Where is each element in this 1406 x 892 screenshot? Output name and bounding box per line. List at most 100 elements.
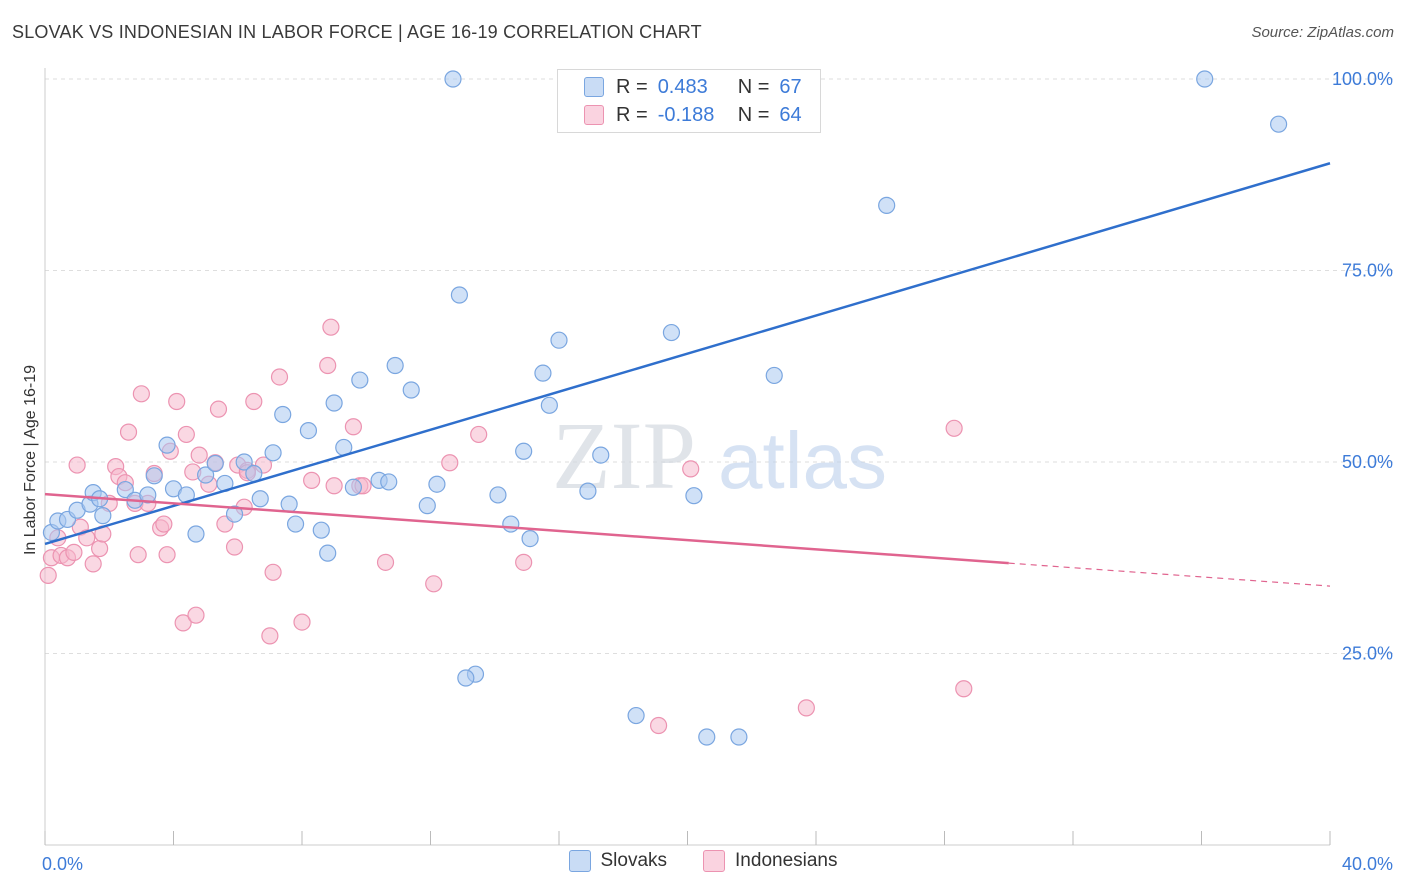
- slovak-point: [730, 728, 748, 746]
- slovak-point: [878, 196, 896, 214]
- slovak-point: [94, 507, 112, 525]
- chart-title: SLOVAK VS INDONESIAN IN LABOR FORCE | AG…: [12, 22, 702, 42]
- slovak-point: [386, 356, 404, 375]
- slovak-point: [765, 366, 783, 385]
- legend-r-value: 0.483: [657, 75, 708, 98]
- slovak-point: [444, 70, 462, 88]
- slovak-point: [402, 381, 420, 399]
- legend-row-indonesians: R = -0.188 N = 64: [584, 101, 802, 129]
- indonesian-point: [325, 477, 343, 495]
- indonesian-point: [319, 356, 337, 375]
- legend-item-slovaks[interactable]: Slovaks: [568, 850, 667, 872]
- indonesian-point: [190, 446, 208, 464]
- slovak-point: [235, 453, 253, 471]
- slovak-point: [685, 487, 703, 505]
- indonesian-point: [945, 419, 963, 437]
- legend-n-value: 64: [779, 103, 802, 126]
- legend-swatch-slovaks: [568, 850, 591, 872]
- legend-r-label: R =: [616, 103, 648, 126]
- slovak-point: [627, 706, 645, 725]
- slovak-point: [206, 454, 224, 473]
- indonesian-point: [441, 454, 459, 472]
- x-tick-label: 40.0%: [1342, 854, 1393, 874]
- indonesian-point: [303, 471, 321, 489]
- correlation-legend: R = 0.483 N = 67 R = -0.188 N = 64: [557, 69, 821, 133]
- indonesian-point: [515, 553, 533, 571]
- indonesian-point: [376, 553, 395, 571]
- slovak-point: [245, 464, 263, 483]
- legend-n-value: 67: [779, 75, 802, 98]
- slovak-point: [1196, 70, 1214, 88]
- indonesian-point: [65, 543, 83, 561]
- slovak-trend-line: [44, 162, 1331, 546]
- slovak-point: [450, 286, 469, 304]
- indonesian-point: [129, 546, 147, 564]
- legend-n-label: N =: [737, 75, 770, 98]
- legend-row-slovaks: R = 0.483 N = 67: [584, 73, 802, 101]
- slovak-point: [540, 396, 558, 414]
- legend-swatch-indonesians: [703, 850, 726, 872]
- slovak-point: [380, 473, 398, 491]
- slovak-point: [550, 331, 568, 349]
- slovak-point: [534, 364, 552, 382]
- indonesian-point: [293, 613, 311, 631]
- y-axis-label: In Labor Force | Age 16-19: [22, 365, 39, 555]
- slovak-point: [225, 505, 244, 523]
- slovak-point: [139, 486, 157, 504]
- x-tick-label: 0.0%: [42, 854, 83, 874]
- slovak-point: [521, 529, 539, 548]
- legend-label-indonesians: Indonesians: [735, 850, 838, 871]
- indonesian-point: [682, 460, 700, 478]
- slovak-point: [187, 525, 205, 543]
- tick-labels: 25.0% 50.0% 75.0% 100.0% 0.0% 40.0%: [42, 69, 1393, 874]
- legend-r-label: R =: [616, 75, 648, 98]
- slovak-point: [489, 486, 507, 504]
- indonesian-point: [209, 400, 228, 418]
- slovak-point: [264, 444, 282, 462]
- slovak-point: [286, 515, 305, 533]
- indonesian-point: [168, 392, 186, 411]
- indonesian-point: [264, 563, 282, 581]
- trend-lines: [44, 162, 1331, 587]
- slovak-point: [418, 497, 436, 515]
- slovak-point: [515, 442, 533, 460]
- legend-r-value: -0.188: [657, 103, 715, 126]
- watermark: ZIP atlas: [552, 402, 887, 509]
- indonesian-point: [91, 539, 109, 558]
- legend-item-indonesians[interactable]: Indonesians: [703, 850, 838, 872]
- indonesian-trend-line: [44, 492, 1009, 565]
- indonesian-point: [261, 627, 279, 645]
- slovak-point: [325, 394, 343, 412]
- watermark-atlas: atlas: [718, 416, 887, 505]
- slovak-point: [502, 515, 520, 533]
- slovak-point: [344, 478, 362, 496]
- slovak-point: [579, 482, 597, 500]
- source-label: Source: ZipAtlas.com: [1251, 24, 1394, 41]
- indonesian-point: [119, 423, 138, 441]
- slovak-point: [1269, 115, 1288, 133]
- slovak-point: [662, 323, 681, 342]
- indonesian-point: [322, 318, 340, 336]
- slovak-point: [274, 405, 292, 424]
- slovak-point: [312, 521, 330, 539]
- slovak-point: [457, 669, 475, 687]
- slovak-point: [299, 421, 318, 440]
- indonesian-point: [84, 555, 102, 573]
- y-tick-label: 75.0%: [1342, 261, 1393, 281]
- slovak-point: [116, 480, 134, 499]
- indonesian-point: [470, 425, 488, 444]
- indonesian-point: [39, 566, 57, 584]
- y-tick-label: 50.0%: [1342, 452, 1393, 472]
- legend-swatch-slovaks: [584, 77, 604, 97]
- slovak-point: [592, 446, 610, 464]
- watermark-zip: ZIP: [552, 402, 696, 509]
- axes: [44, 68, 1331, 846]
- slovak-point: [351, 371, 369, 389]
- slovak-point: [197, 466, 215, 484]
- indonesian-point: [68, 456, 86, 474]
- indonesian-point: [270, 368, 289, 386]
- indonesian-point: [174, 614, 192, 632]
- indonesian-point: [158, 546, 176, 564]
- indonesian-point: [177, 425, 195, 444]
